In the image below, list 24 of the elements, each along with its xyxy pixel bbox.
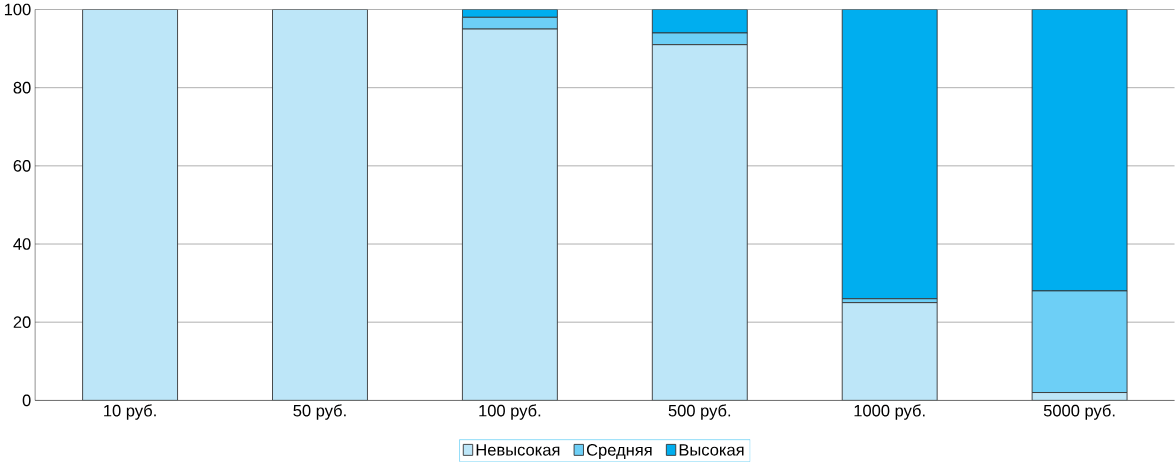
bar — [1031, 9, 1128, 292]
bar — [841, 9, 938, 300]
x-tick-label: 50 руб. — [293, 404, 346, 420]
y-tick-label: 0 — [22, 394, 31, 407]
bar — [82, 9, 178, 401]
bar — [272, 9, 368, 401]
x-tick-label: 1000 руб. — [854, 404, 925, 420]
bar — [461, 28, 558, 401]
legend-label: Средняя — [586, 444, 652, 460]
x-tick-label: 5000 руб. — [1043, 404, 1115, 420]
bar — [651, 9, 748, 34]
y-tick-label: 60 — [13, 160, 31, 172]
legend-label: Невысокая — [476, 444, 560, 456]
bar — [841, 302, 938, 401]
legend-label: Высокая — [679, 444, 744, 456]
bar — [651, 44, 748, 401]
y-tick-label: 40 — [13, 238, 31, 250]
y-tick-label: 20 — [13, 316, 31, 329]
x-tick-label: 100 руб. — [479, 404, 541, 420]
bar — [651, 32, 748, 46]
x-tick-label: 10 руб. — [104, 404, 156, 420]
x-tick-label: 500 руб. — [668, 404, 731, 420]
y-tick-label: 80 — [13, 81, 31, 94]
y-tick-label: 100 — [4, 3, 31, 16]
